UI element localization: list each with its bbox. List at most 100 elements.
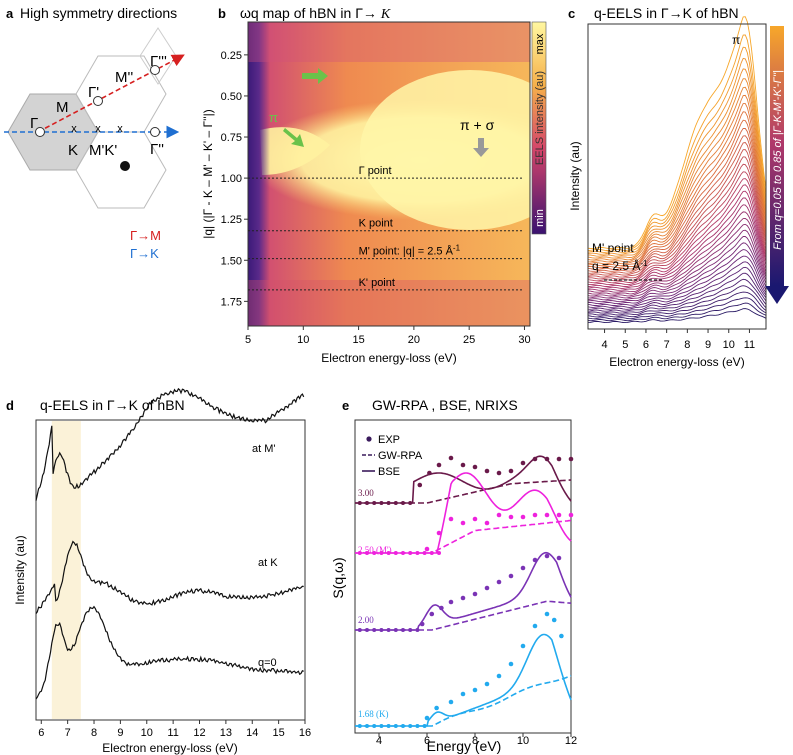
panel-e-title: GW-RPA , BSE, NRIXS [372, 397, 518, 413]
d-ylabel: Intensity (au) [13, 535, 27, 604]
e-xtick-label: 6 [424, 735, 430, 747]
b-ytick-label: 1.50 [221, 255, 242, 267]
panel-e: e GW-RPA , BSE, NRIXS 4 6 8 10 12 Energy (eV… [330, 397, 577, 754]
e-exp-point [532, 623, 538, 629]
e-exp-point [544, 512, 550, 518]
e-gw-line [355, 674, 572, 727]
c-side-label: From q=0.05 to 0.85 of |Γ-K-M'-K'-Γ''| [772, 70, 784, 250]
c-xlabel: Electron energy-loss (eV) [609, 355, 744, 369]
e-legend-exp-mark [366, 436, 372, 442]
e-exp-point [460, 595, 466, 601]
panel-a-letter: a [6, 6, 14, 21]
e-exp-point [508, 661, 514, 667]
panel-c-title: q-EELS in Γ→K of hBN [594, 5, 739, 21]
e-exp-point [551, 617, 557, 623]
e-exp-point [544, 553, 550, 559]
c-spectrum-line [587, 302, 767, 322]
b-ytick-label: 1.00 [221, 173, 242, 185]
c-q-label: q = 2.5 Å-1 [592, 258, 648, 273]
label-gamma: Γ [30, 115, 38, 132]
map-point-lines: Γ point K point M' point: |q| = 2.5 Å-1 K' … [248, 165, 524, 291]
c-spectrum-line [587, 197, 767, 289]
e-exp-point [532, 512, 538, 518]
b-ytick-label: 0.75 [221, 132, 242, 144]
e-exp-point [520, 514, 526, 520]
c-spectra [587, 16, 767, 324]
c-xtick-label: 7 [664, 339, 670, 351]
e-xtick-label: 10 [517, 735, 529, 747]
d-frame [35, 419, 306, 721]
marker-atom [120, 161, 130, 171]
c-spectrum-line [587, 119, 767, 269]
e-label-168: 1.68 (K) [358, 709, 389, 719]
colorbar-label: EELS intensity (au) [534, 71, 546, 165]
e-exp-point [372, 551, 377, 555]
e-exp-point [386, 551, 391, 555]
c-spectrum-line [587, 291, 767, 318]
c-side-gradient [770, 26, 784, 286]
e-exp-point [436, 530, 442, 536]
d-xtick-label: 7 [65, 727, 71, 739]
e-exp-point [496, 673, 502, 679]
c-spectrum-line [587, 272, 767, 312]
map-ylabel: |q| (|Γ - K – M' – K' – Γ''|) [201, 109, 215, 239]
e-exp-point [415, 628, 420, 632]
e-exp-point [415, 724, 420, 728]
pi-sigma-label: π + σ [460, 117, 495, 133]
c-xtick-label: 5 [622, 339, 628, 351]
c-spectrum-line [587, 16, 767, 250]
e-exp-point [357, 628, 362, 632]
e-exp-point [556, 456, 562, 462]
panel-d: d q-EELS in Γ→K of hBN 6 7 8 9 10 11 12 13 14 15 1… [6, 387, 311, 755]
map-x-ticks: 5 10 15 20 25 30 [245, 326, 531, 346]
c-spectrum-line [587, 308, 767, 324]
e-exp-point [401, 501, 405, 505]
marker-gamma1 [93, 96, 103, 106]
c-spectrum-line [587, 255, 767, 306]
e-exp-point [424, 715, 430, 721]
e-exp-point [508, 514, 514, 520]
e-legend-bse: BSE [378, 466, 400, 478]
e-exp-point [357, 551, 362, 555]
map-bright-core [360, 70, 530, 230]
d-xtick-label: 13 [220, 727, 232, 739]
e-exp-point [427, 470, 432, 476]
legend-gamma-k: Γ→K [130, 246, 159, 261]
panel-a: a High symmetry directions x x x Γ Γ' Γ'… [4, 5, 185, 261]
point-markers: x x x [35, 65, 160, 171]
e-exp-point [429, 611, 435, 617]
e-exp-point [568, 512, 574, 518]
e-exp-point [472, 591, 478, 597]
e-exp-point [393, 501, 398, 505]
c-pi-label: π [732, 33, 740, 47]
colorbar-max: max [534, 33, 546, 54]
e-exp-point [520, 460, 526, 466]
e-exp-point [422, 724, 427, 728]
c-spectrum-line [587, 223, 767, 297]
c-spectrum-line [587, 261, 767, 308]
c-xtick-label: 9 [705, 339, 711, 351]
colorbar-min: min [534, 209, 546, 227]
e-exp-point [365, 724, 369, 728]
map-gap-wall [248, 22, 270, 326]
c-spectrum-line [587, 142, 767, 274]
marker-x2: x [95, 123, 101, 135]
hexagon-bz-3 [75, 131, 167, 209]
e-exp-point [429, 551, 434, 555]
e-exp-point [472, 464, 478, 470]
d-x-ticks: 6 7 8 9 10 11 12 13 14 15 16 [38, 720, 311, 739]
c-spectrum-line [587, 78, 767, 259]
e-exp-point [379, 501, 384, 505]
c-xtick-label: 8 [684, 339, 690, 351]
e-exp-point [386, 628, 391, 632]
e-exp-point [508, 573, 514, 579]
c-spectrum-line [587, 178, 767, 284]
d-label-q0: q=0 [258, 657, 277, 669]
d-xtick-label: 10 [141, 727, 153, 739]
map-top-shade [248, 22, 530, 62]
c-spectrum-line [587, 184, 767, 286]
e-xtick-label: 12 [565, 735, 577, 747]
e-xlabel: Energy (eV) [427, 738, 502, 754]
e-exp-point [408, 551, 413, 555]
